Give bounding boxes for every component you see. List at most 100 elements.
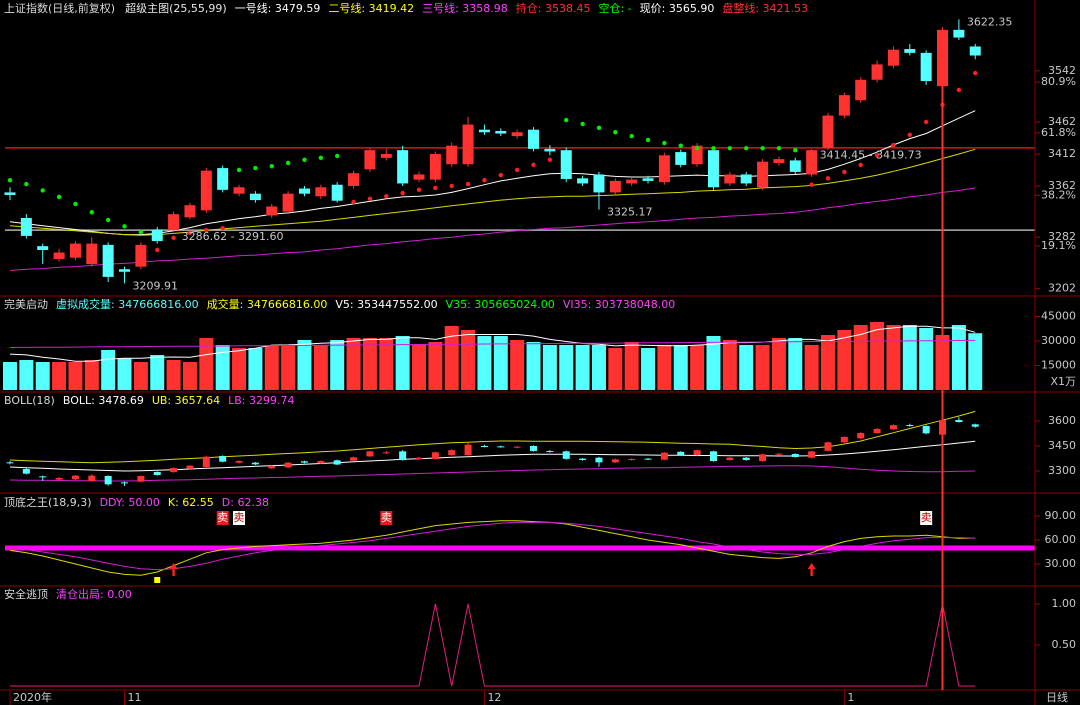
volume-bar [804, 345, 819, 390]
stop-dot [416, 187, 422, 193]
candle-body [889, 425, 897, 430]
volume-bar [199, 337, 214, 390]
indicator-line [9, 325, 976, 362]
panel-title: BOLL(18) [4, 394, 55, 407]
panel-title: 完美启动 [4, 297, 48, 311]
y-tick-label: 3282 [1048, 230, 1076, 243]
candle-body [824, 442, 832, 451]
volume-bar [608, 348, 623, 390]
candle-body [528, 129, 540, 149]
stop-dot [187, 230, 193, 235]
candle-body [350, 457, 358, 461]
price-annotation: 3209.91 [133, 279, 179, 292]
candle-body [55, 478, 63, 480]
candle-body [151, 229, 163, 242]
candle-body [822, 115, 834, 149]
y-tick-label: 3542 [1048, 64, 1076, 77]
candle-body [577, 178, 589, 184]
sell-signal [216, 511, 229, 525]
candle-body [757, 161, 769, 188]
candle-body [6, 462, 14, 464]
candle-body [871, 64, 883, 80]
candle-body [904, 49, 916, 53]
stop-dot [351, 199, 356, 205]
candle-body [251, 462, 259, 465]
panel-header: 完美启动 虚拟成交量: 347666816.00 成交量: 347666816.00… [4, 297, 675, 311]
stop-dot [694, 146, 700, 151]
volume-bar [19, 359, 34, 390]
volume-bar [232, 348, 247, 390]
candle-body [562, 451, 570, 459]
stop-dot [89, 210, 95, 215]
buy-arrow [807, 563, 816, 576]
stop-dot [220, 226, 225, 231]
stop-dot [744, 146, 749, 151]
header-value: 盘整线: 3421.53 [722, 1, 808, 15]
candle-body [380, 154, 392, 158]
stop-dot [465, 181, 471, 187]
x-tick-label: 2020年 [13, 690, 52, 704]
volume-bar [951, 325, 966, 390]
volume-bar [346, 337, 361, 390]
volume-bar [68, 362, 83, 390]
candle-body [759, 454, 767, 461]
candle-body [22, 469, 30, 474]
candle-body [202, 456, 210, 467]
candle-body [806, 150, 818, 175]
volume-bar [673, 345, 688, 390]
header-value: 二号线: 3419.42 [328, 1, 414, 15]
y-tick-label: 45000 [1041, 310, 1076, 323]
candle-body [480, 446, 488, 447]
candle-body [887, 49, 899, 66]
candle-body [184, 205, 196, 218]
stop-dot [367, 196, 373, 202]
y-tick-label: 3202 [1048, 281, 1076, 294]
candle-body [495, 130, 507, 134]
volume-bar [52, 362, 67, 390]
stop-dot [858, 162, 863, 168]
y-tick-label: 61.8% [1041, 126, 1076, 139]
y-tick-label: 3362 [1048, 179, 1076, 192]
volume-bar [150, 354, 165, 390]
candle-body [857, 433, 865, 439]
bottom-mark [154, 577, 161, 583]
stop-dot [727, 146, 733, 151]
stop-dot [809, 182, 814, 187]
stop-dot [236, 167, 242, 173]
y-tick-label: 3462 [1048, 115, 1076, 128]
stop-dot [433, 185, 438, 191]
volume-bar [477, 336, 492, 390]
volume-bar [575, 345, 590, 390]
candle-body [511, 132, 523, 137]
candle-body [660, 452, 668, 460]
volume-bar [706, 336, 721, 390]
stop-dot [514, 167, 520, 173]
candle-body [838, 95, 850, 116]
stop-dot [776, 146, 782, 151]
candle-body [53, 252, 65, 259]
panel-header: 顶底之王(18,9,3) DDY: 50.00 K: 62.55 D: 62.38 [4, 495, 269, 509]
candle-body [609, 180, 621, 193]
x-tick-label: 11 [128, 691, 142, 704]
sell-signal-label: 卖 [234, 511, 245, 524]
candle-body [724, 174, 736, 184]
volume-bar [690, 345, 705, 390]
stop-dot [253, 165, 258, 171]
candle-body [266, 206, 278, 216]
stop-dot [449, 183, 454, 189]
y-tick-label: 60.00 [1045, 533, 1077, 546]
sell-signal-label: 卖 [921, 511, 932, 524]
volume-bar [84, 359, 99, 390]
indicator-line [9, 465, 976, 482]
stop-dot [40, 188, 45, 193]
volume-bar [215, 345, 230, 390]
panel-header: BOLL(18) BOLL: 3478.69 UB: 3657.64 LB: 3299… [4, 394, 295, 407]
volume-bar [755, 345, 770, 390]
header-value: VI35: 303738048.00 [563, 298, 675, 311]
panel-header: 上证指数(日线,前复权) 超级主图(25,55,99) 一号线: 3479.59 二号… [4, 1, 808, 15]
header-value: 现价: 3565.90 [640, 2, 715, 15]
candle-body [431, 452, 439, 459]
y-tick-label: 30000 [1041, 334, 1076, 347]
candle-body [104, 476, 112, 485]
